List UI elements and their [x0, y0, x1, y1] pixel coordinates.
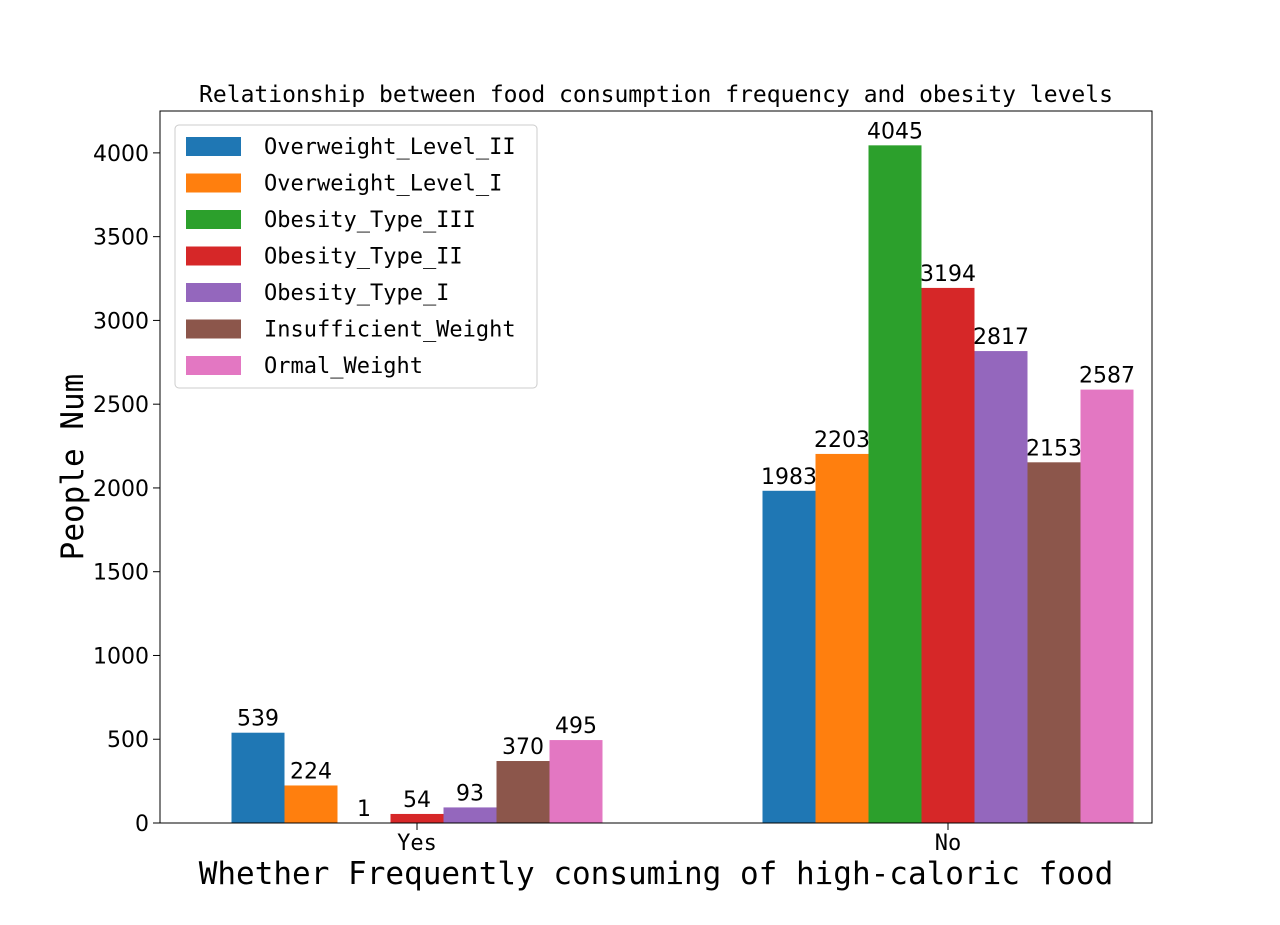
data-label: 2587: [1079, 364, 1135, 389]
legend: Overweight_Level_II Overweight_Level_I Obe…: [174, 124, 538, 389]
legend-label: Overweight_Level_II: [264, 135, 516, 160]
x-axis-label: Whether Frequently consuming of high-cal…: [199, 856, 1114, 892]
data-label: 1983: [761, 465, 817, 490]
bar-overweight-level-i-no: [815, 453, 869, 823]
data-label: 495: [555, 714, 597, 739]
legend-swatch: [186, 319, 241, 339]
x-tick-label: Yes: [397, 831, 437, 856]
y-tick-label: 500: [107, 728, 149, 753]
bar-obesity-type-i-no: [974, 351, 1028, 823]
bar-obesity-type-ii-no: [921, 287, 975, 823]
legend-label: Insufficient_Weight: [264, 318, 516, 343]
data-label: 3194: [920, 262, 976, 287]
legend-label: Obesity_Type_I: [264, 281, 449, 306]
y-tick-label: 4000: [93, 142, 149, 167]
bar-obesity-type-ii-yes: [390, 813, 444, 823]
bar-ormal-weight-no: [1080, 389, 1134, 823]
bar-ormal-weight-yes: [549, 740, 603, 823]
x-tick-label: No: [935, 831, 962, 856]
bar-overweight-level-i-yes: [284, 785, 338, 823]
legend-swatch: [186, 137, 241, 156]
y-tick-label: 1000: [93, 644, 149, 669]
legend-label: Obesity_Type_III: [264, 208, 476, 233]
legend-swatch: [186, 210, 241, 229]
legend-swatch: [186, 283, 241, 302]
bar-overweight-level-ii-no: [762, 490, 816, 823]
legend-items: Overweight_Level_II Overweight_Level_I Obe…: [186, 135, 516, 379]
y-tick-label: 2500: [93, 393, 149, 418]
data-label: 370: [502, 735, 544, 760]
y-tick-label: 3500: [93, 226, 149, 251]
y-axis: 0 500 1000 1500 2000 2500 3000 3500 4000: [93, 142, 160, 837]
y-axis-label: People Num: [55, 374, 91, 561]
data-label: 2817: [973, 325, 1029, 350]
legend-frame: [174, 124, 538, 389]
bar-insufficient-weight-no: [1027, 462, 1081, 823]
data-label: 2153: [1026, 436, 1082, 461]
bar-obesity-type-iii-no: [868, 145, 922, 824]
x-axis: Yes No: [397, 823, 961, 856]
legend-label: Obesity_Type_II: [264, 245, 463, 270]
legend-label: Ormal_Weight: [264, 354, 423, 379]
legend-swatch: [186, 356, 241, 375]
y-tick-label: 3000: [93, 309, 149, 334]
data-label: 4045: [867, 119, 923, 144]
bar-insufficient-weight-yes: [496, 761, 550, 823]
y-tick-label: 1500: [93, 561, 149, 586]
data-label: 54: [403, 788, 431, 813]
data-label: 224: [290, 759, 332, 784]
data-label: 539: [237, 707, 279, 732]
y-tick-label: 0: [135, 812, 149, 837]
bar-obesity-type-i-yes: [443, 807, 497, 823]
legend-swatch: [186, 173, 241, 193]
y-tick-label: 2000: [93, 477, 149, 502]
data-label: 2203: [814, 428, 870, 453]
legend-label: Overweight_Level_I: [264, 172, 502, 197]
data-label: 1: [357, 797, 371, 822]
legend-swatch: [186, 246, 241, 266]
data-label: 93: [456, 781, 484, 806]
bars-group: [231, 145, 1134, 824]
chart-title: Relationship between food consumption fr…: [199, 82, 1113, 108]
plot-frame: [159, 110, 1153, 824]
bar-overweight-level-ii-yes: [231, 732, 285, 823]
data-labels-group: 539 1983 224 2203 1 4045 54 3194 93 2817 370 2153 49…: [237, 119, 1135, 821]
